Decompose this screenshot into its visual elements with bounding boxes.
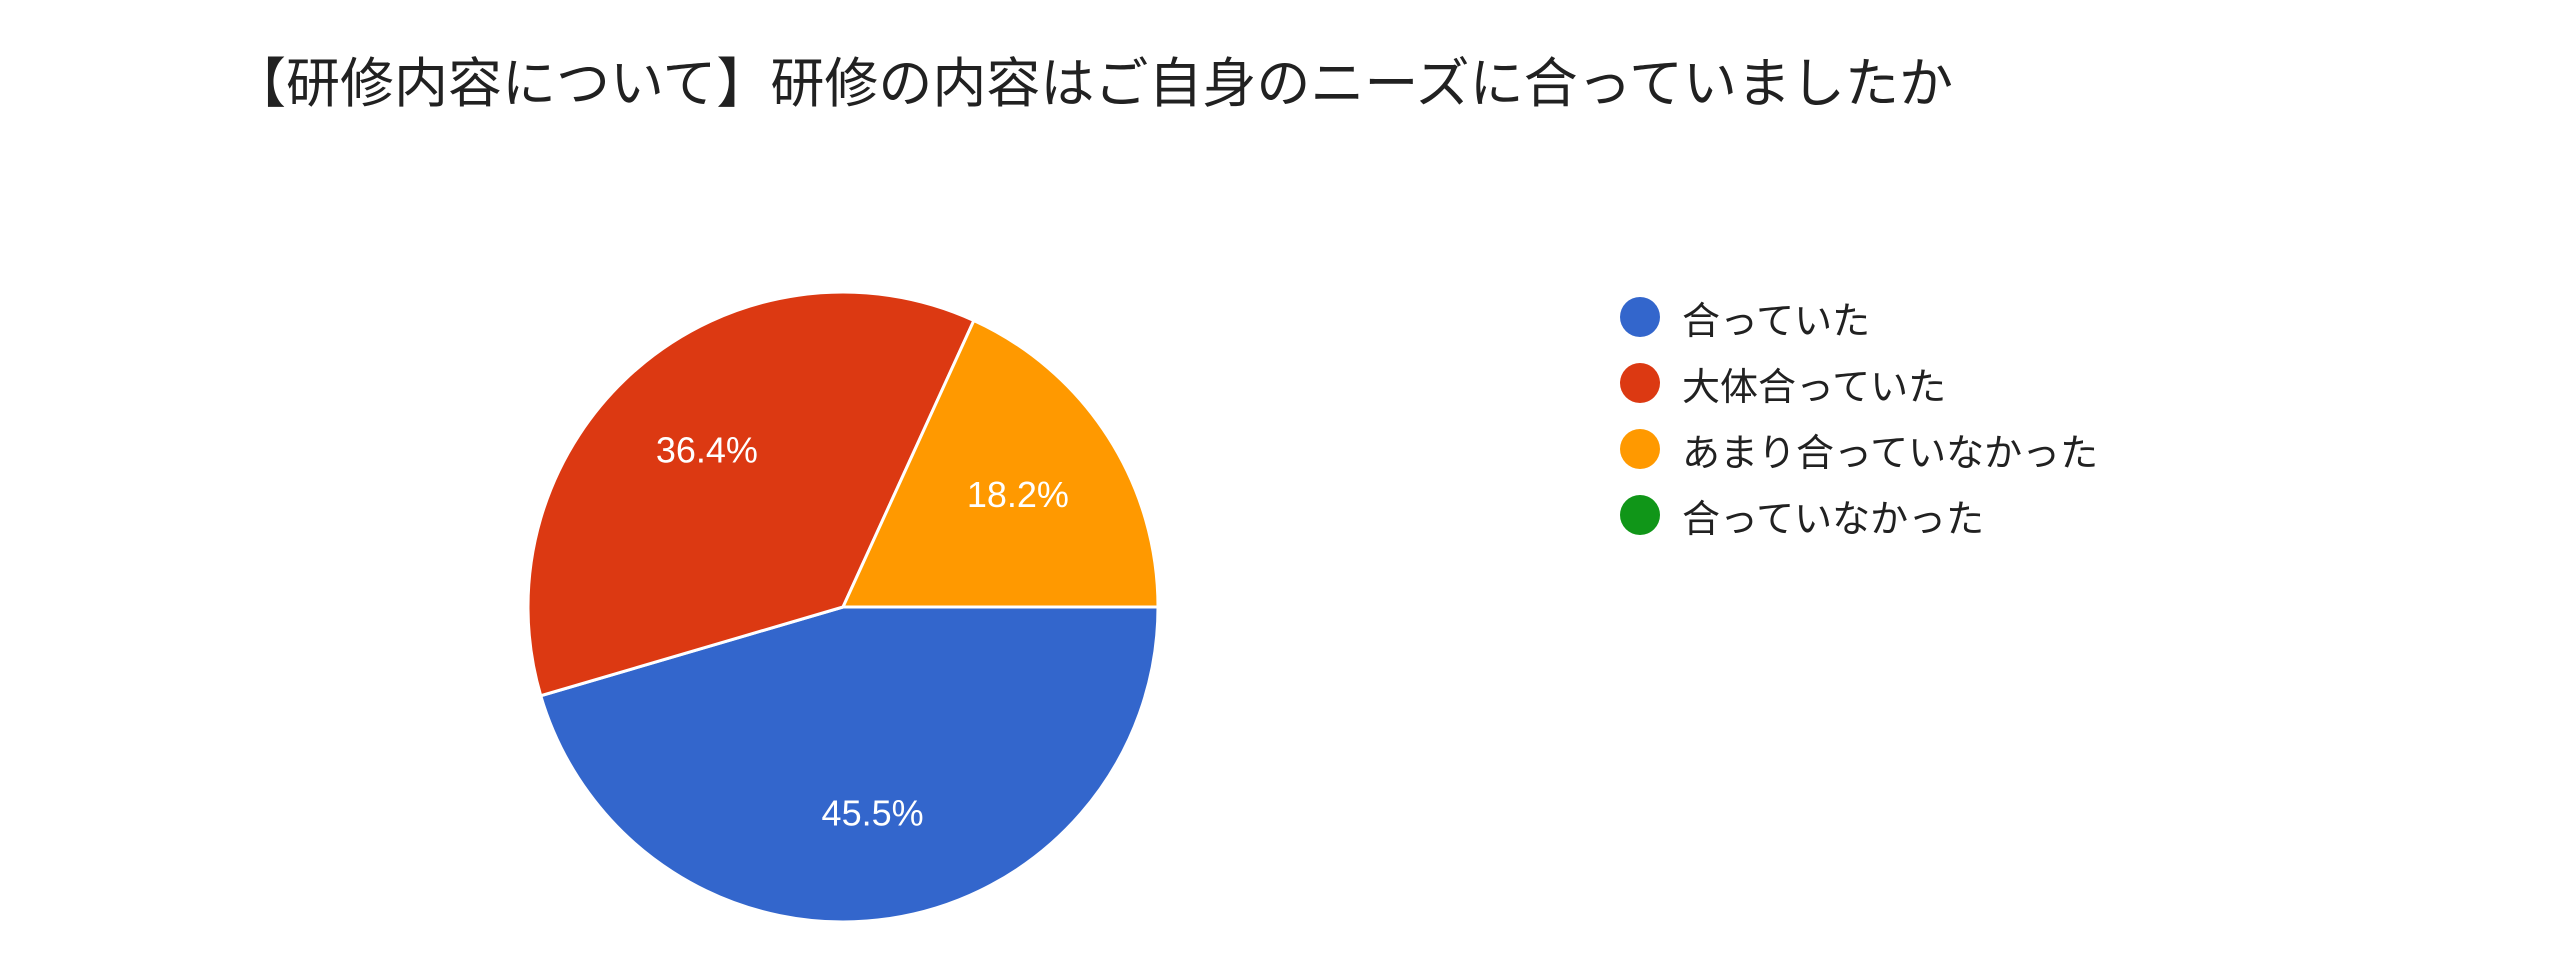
pie-slice-mostly-matched[interactable] [526, 290, 976, 698]
legend-item-matched[interactable]: 合っていた [1620, 284, 2098, 350]
slice-label-mostly-matched: 36.4% [656, 429, 758, 470]
legend-swatch-mostly-not-matched [1620, 429, 1660, 469]
legend-item-not-matched[interactable]: 合っていなかった [1620, 482, 2098, 548]
slice-label-mostly-not-matched: 18.2% [967, 474, 1069, 515]
legend-label-matched: 合っていた [1682, 298, 1871, 343]
legend-label-not-matched: 合っていなかった [1682, 496, 1985, 541]
legend-swatch-mostly-matched [1620, 363, 1660, 403]
legend-swatch-not-matched [1620, 495, 1660, 535]
legend: 合っていた 大体合っていた あまり合っていなかった 合っていなかった [1620, 284, 2098, 548]
legend-swatch-matched [1620, 297, 1660, 337]
chart-title: 【研修内容について】研修の内容はご自身のニーズに合っていましたか [232, 52, 1953, 115]
legend-item-mostly-matched[interactable]: 大体合っていた [1620, 350, 2098, 416]
legend-label-mostly-not-matched: あまり合っていなかった [1682, 430, 2099, 475]
pie-slice-mostly-not-matched[interactable] [840, 318, 1160, 609]
legend-item-mostly-not-matched[interactable]: あまり合っていなかった [1620, 416, 2098, 482]
pie-slice-matched[interactable] [538, 605, 1160, 924]
legend-label-mostly-matched: 大体合っていた [1682, 364, 1947, 409]
slice-label-matched: 45.5% [822, 792, 924, 833]
